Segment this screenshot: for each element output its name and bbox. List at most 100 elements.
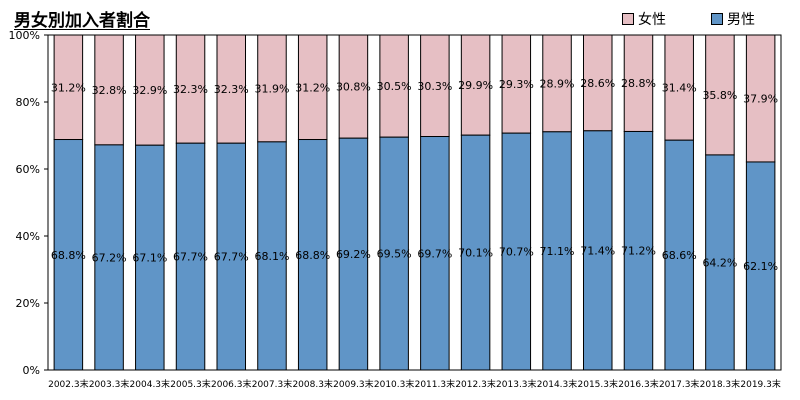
bar-male (542, 131, 572, 371)
bar-male (53, 139, 84, 371)
y-tick-label: 60% (16, 163, 40, 176)
data-label-female: 35.8% (702, 89, 737, 102)
bar-male (623, 130, 654, 371)
x-tick-label: 2016.3末 (618, 378, 659, 390)
chart-title: 男女別加入者割合 (14, 11, 150, 31)
bar-male (460, 134, 491, 371)
y-tick-label: 40% (16, 230, 40, 243)
bar-female (542, 34, 572, 133)
x-tick-label: 2011.3末 (415, 378, 456, 390)
data-label-female: 32.9% (132, 84, 167, 97)
data-label-female: 29.9% (458, 79, 493, 92)
x-tick-label: 2006.3末 (211, 378, 252, 390)
data-label-female: 31.2% (295, 81, 330, 94)
legend-swatch-female (622, 13, 634, 25)
bar-male (705, 154, 735, 371)
data-label-male: 71.1% (540, 245, 575, 258)
bar-female (94, 34, 124, 146)
data-label-female: 32.3% (214, 83, 249, 96)
bar-female (257, 34, 287, 143)
y-tick-label: 80% (16, 96, 40, 109)
data-label-female: 31.9% (254, 82, 289, 95)
data-label-male: 64.2% (702, 256, 737, 269)
x-tick-label: 2002.3末 (48, 378, 89, 390)
legend-label-male: 男性 (727, 12, 755, 28)
data-label-male: 69.5% (377, 248, 412, 261)
data-label-male: 67.2% (92, 251, 127, 264)
x-tick-label: 2014.3末 (537, 378, 578, 390)
legend-item-male: 男性 (711, 10, 755, 28)
y-tick-label: 100% (9, 29, 40, 42)
bar-male (297, 139, 328, 371)
data-label-male: 70.7% (499, 246, 534, 259)
bar-female (53, 34, 84, 141)
bar-male (338, 137, 369, 371)
plot-frame (47, 34, 782, 371)
x-tick-label: 2008.3末 (292, 378, 333, 390)
bar-female (745, 34, 776, 163)
data-label-female: 30.8% (336, 81, 371, 94)
bar-male (420, 136, 450, 371)
x-tick-label: 2018.3末 (700, 378, 741, 390)
bar-male (175, 142, 206, 371)
data-label-female: 30.3% (417, 80, 452, 93)
data-label-male: 68.8% (295, 249, 330, 262)
data-label-male: 69.7% (417, 247, 452, 260)
x-tick-label: 2005.3末 (170, 378, 211, 390)
x-tick-label: 2015.3末 (578, 378, 619, 390)
data-label-male: 70.1% (458, 247, 493, 260)
data-label-female: 28.8% (621, 77, 656, 90)
data-label-male: 62.1% (743, 260, 778, 273)
data-label-female: 31.4% (662, 82, 697, 95)
x-tick-label: 2003.3末 (89, 378, 130, 390)
bar-male (664, 139, 694, 371)
y-tick-label: 0% (23, 364, 40, 377)
bar-male (582, 130, 613, 371)
data-label-male: 67.1% (132, 252, 167, 265)
data-label-female: 31.2% (51, 81, 86, 94)
data-label-male: 68.8% (51, 249, 86, 262)
x-tick-label: 2013.3末 (496, 378, 537, 390)
data-label-male: 68.1% (254, 250, 289, 263)
data-label-male: 71.2% (621, 245, 656, 258)
x-tick-label: 2017.3末 (659, 378, 700, 390)
bar-female (460, 34, 491, 136)
bar-male (501, 132, 532, 371)
data-label-female: 37.9% (743, 92, 778, 105)
data-label-female: 32.3% (173, 83, 208, 96)
data-label-male: 69.2% (336, 248, 371, 261)
data-label-female: 30.5% (377, 80, 412, 93)
bar-female (582, 34, 613, 132)
bar-female (135, 34, 165, 146)
bar-female (175, 34, 206, 144)
data-label-female: 32.8% (92, 84, 127, 97)
data-label-female: 28.9% (540, 77, 575, 90)
legend-item-female: 女性 (622, 10, 666, 28)
bar-male (379, 136, 409, 371)
data-label-female: 29.3% (499, 78, 534, 91)
bar-female (338, 34, 369, 139)
data-label-female: 28.6% (580, 77, 615, 90)
bar-male (135, 144, 165, 371)
data-label-male: 68.6% (662, 249, 697, 262)
bar-male (745, 161, 776, 371)
x-tick-label: 2019.3末 (740, 378, 781, 390)
data-label-male: 71.4% (580, 244, 615, 257)
x-tick-label: 2009.3末 (333, 378, 374, 390)
bar-male (257, 141, 287, 371)
x-tick-label: 2010.3末 (374, 378, 415, 390)
bar-male (216, 142, 247, 371)
data-label-male: 67.7% (214, 251, 249, 264)
x-tick-label: 2004.3末 (130, 378, 171, 390)
bar-female (216, 34, 247, 144)
y-tick-label: 20% (16, 297, 40, 310)
legend-swatch-male (711, 13, 723, 25)
legend-label-female: 女性 (638, 12, 666, 28)
x-tick-label: 2007.3末 (252, 378, 293, 390)
bar-female (705, 34, 735, 156)
data-label-male: 67.7% (173, 251, 208, 264)
bar-female (623, 34, 654, 132)
bar-male (94, 144, 124, 371)
x-tick-label: 2012.3末 (455, 378, 496, 390)
